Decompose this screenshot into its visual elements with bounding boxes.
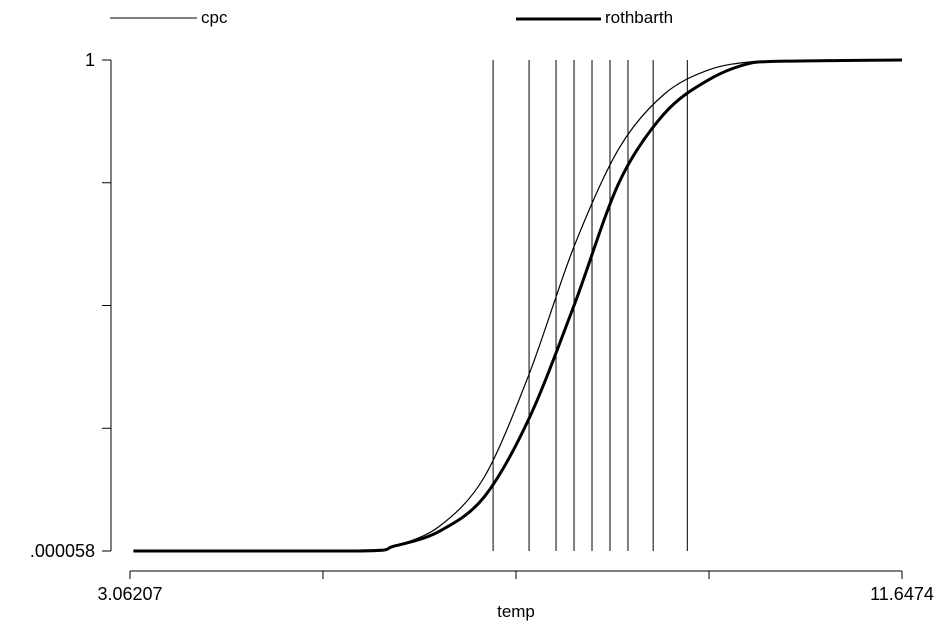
x-tick-label: 3.06207 <box>97 584 162 604</box>
legend-label-rothbarth: rothbarth <box>605 8 673 27</box>
series-layer <box>133 58 903 553</box>
legend-label-cpc: cpc <box>201 8 228 27</box>
y-axis: .000058 1 <box>30 50 112 561</box>
vertical-reference-lines <box>492 60 688 551</box>
series-line-cpc <box>133 59 903 552</box>
x-axis-title: temp <box>497 602 535 621</box>
y-tick-label: .000058 <box>30 541 95 561</box>
x-axis: 3.06207 11.6474 <box>97 570 934 604</box>
x-tick-label: 11.6474 <box>870 584 934 604</box>
y-tick-label: 1 <box>85 50 95 70</box>
series-line-rothbarth <box>133 58 903 553</box>
legend: cpc rothbarth <box>110 8 673 27</box>
